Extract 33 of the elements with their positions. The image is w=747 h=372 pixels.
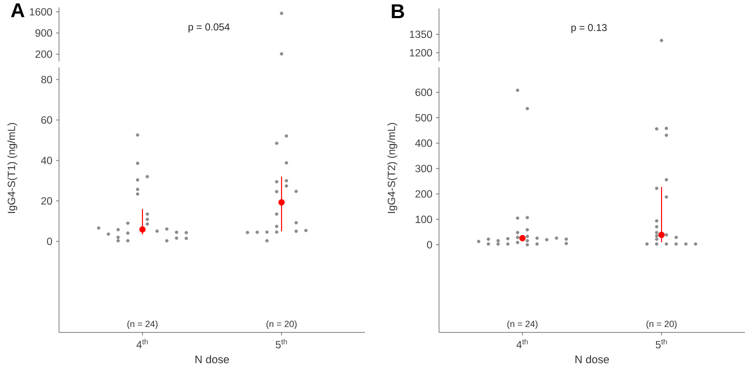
y-tick-label: 0 (47, 237, 52, 245)
y-tick-label: 600 (415, 88, 432, 96)
annotation: (n = 24) (127, 320, 158, 329)
chart-title: B (392, 4, 404, 18)
annotation: (n = 20) (266, 320, 297, 329)
x-axis-title: N dose (575, 355, 609, 364)
chart-title: A (11, 3, 24, 17)
y-tick-label: 60 (41, 116, 52, 124)
y-tick-label: 200 (35, 50, 52, 58)
y-tick-label: 500 (415, 114, 432, 122)
y-tick-label: 1200 (410, 48, 432, 56)
annotation: (n = 20) (646, 320, 677, 329)
y-tick-label: 100 (416, 215, 432, 223)
x-tick-label: 4$^{th}$ (136, 338, 148, 348)
x-tick-label: 4$^{th}$ (516, 338, 528, 348)
x-axis-title: N dose (195, 355, 229, 364)
x-tick-label: 5$^{th}$ (656, 338, 667, 348)
y-axis-title: IgG4-S(T2) (ng/mL) (387, 122, 398, 213)
y-tick-label: 1600 (30, 8, 52, 16)
annotation: p = 0.054 (188, 23, 230, 32)
y-tick-label: 40 (41, 156, 52, 164)
annotation: (n = 24) (507, 320, 538, 329)
x-tick-label: 5$^{th}$ (276, 338, 287, 348)
y-tick-label: 80 (41, 76, 52, 84)
y-tick-label: 20 (41, 197, 52, 204)
y-tick-label: 300 (415, 164, 432, 172)
y-axis-title: IgG4-S(T1) (ng/mL) (7, 122, 18, 213)
y-tick-label: 1350 (410, 30, 432, 38)
y-tick-label: 900 (35, 29, 52, 36)
annotation: p = 0.13 (571, 24, 607, 33)
y-tick-label: 0 (427, 240, 432, 248)
y-tick-label: 400 (415, 139, 432, 147)
y-tick-label: 200 (415, 190, 432, 198)
